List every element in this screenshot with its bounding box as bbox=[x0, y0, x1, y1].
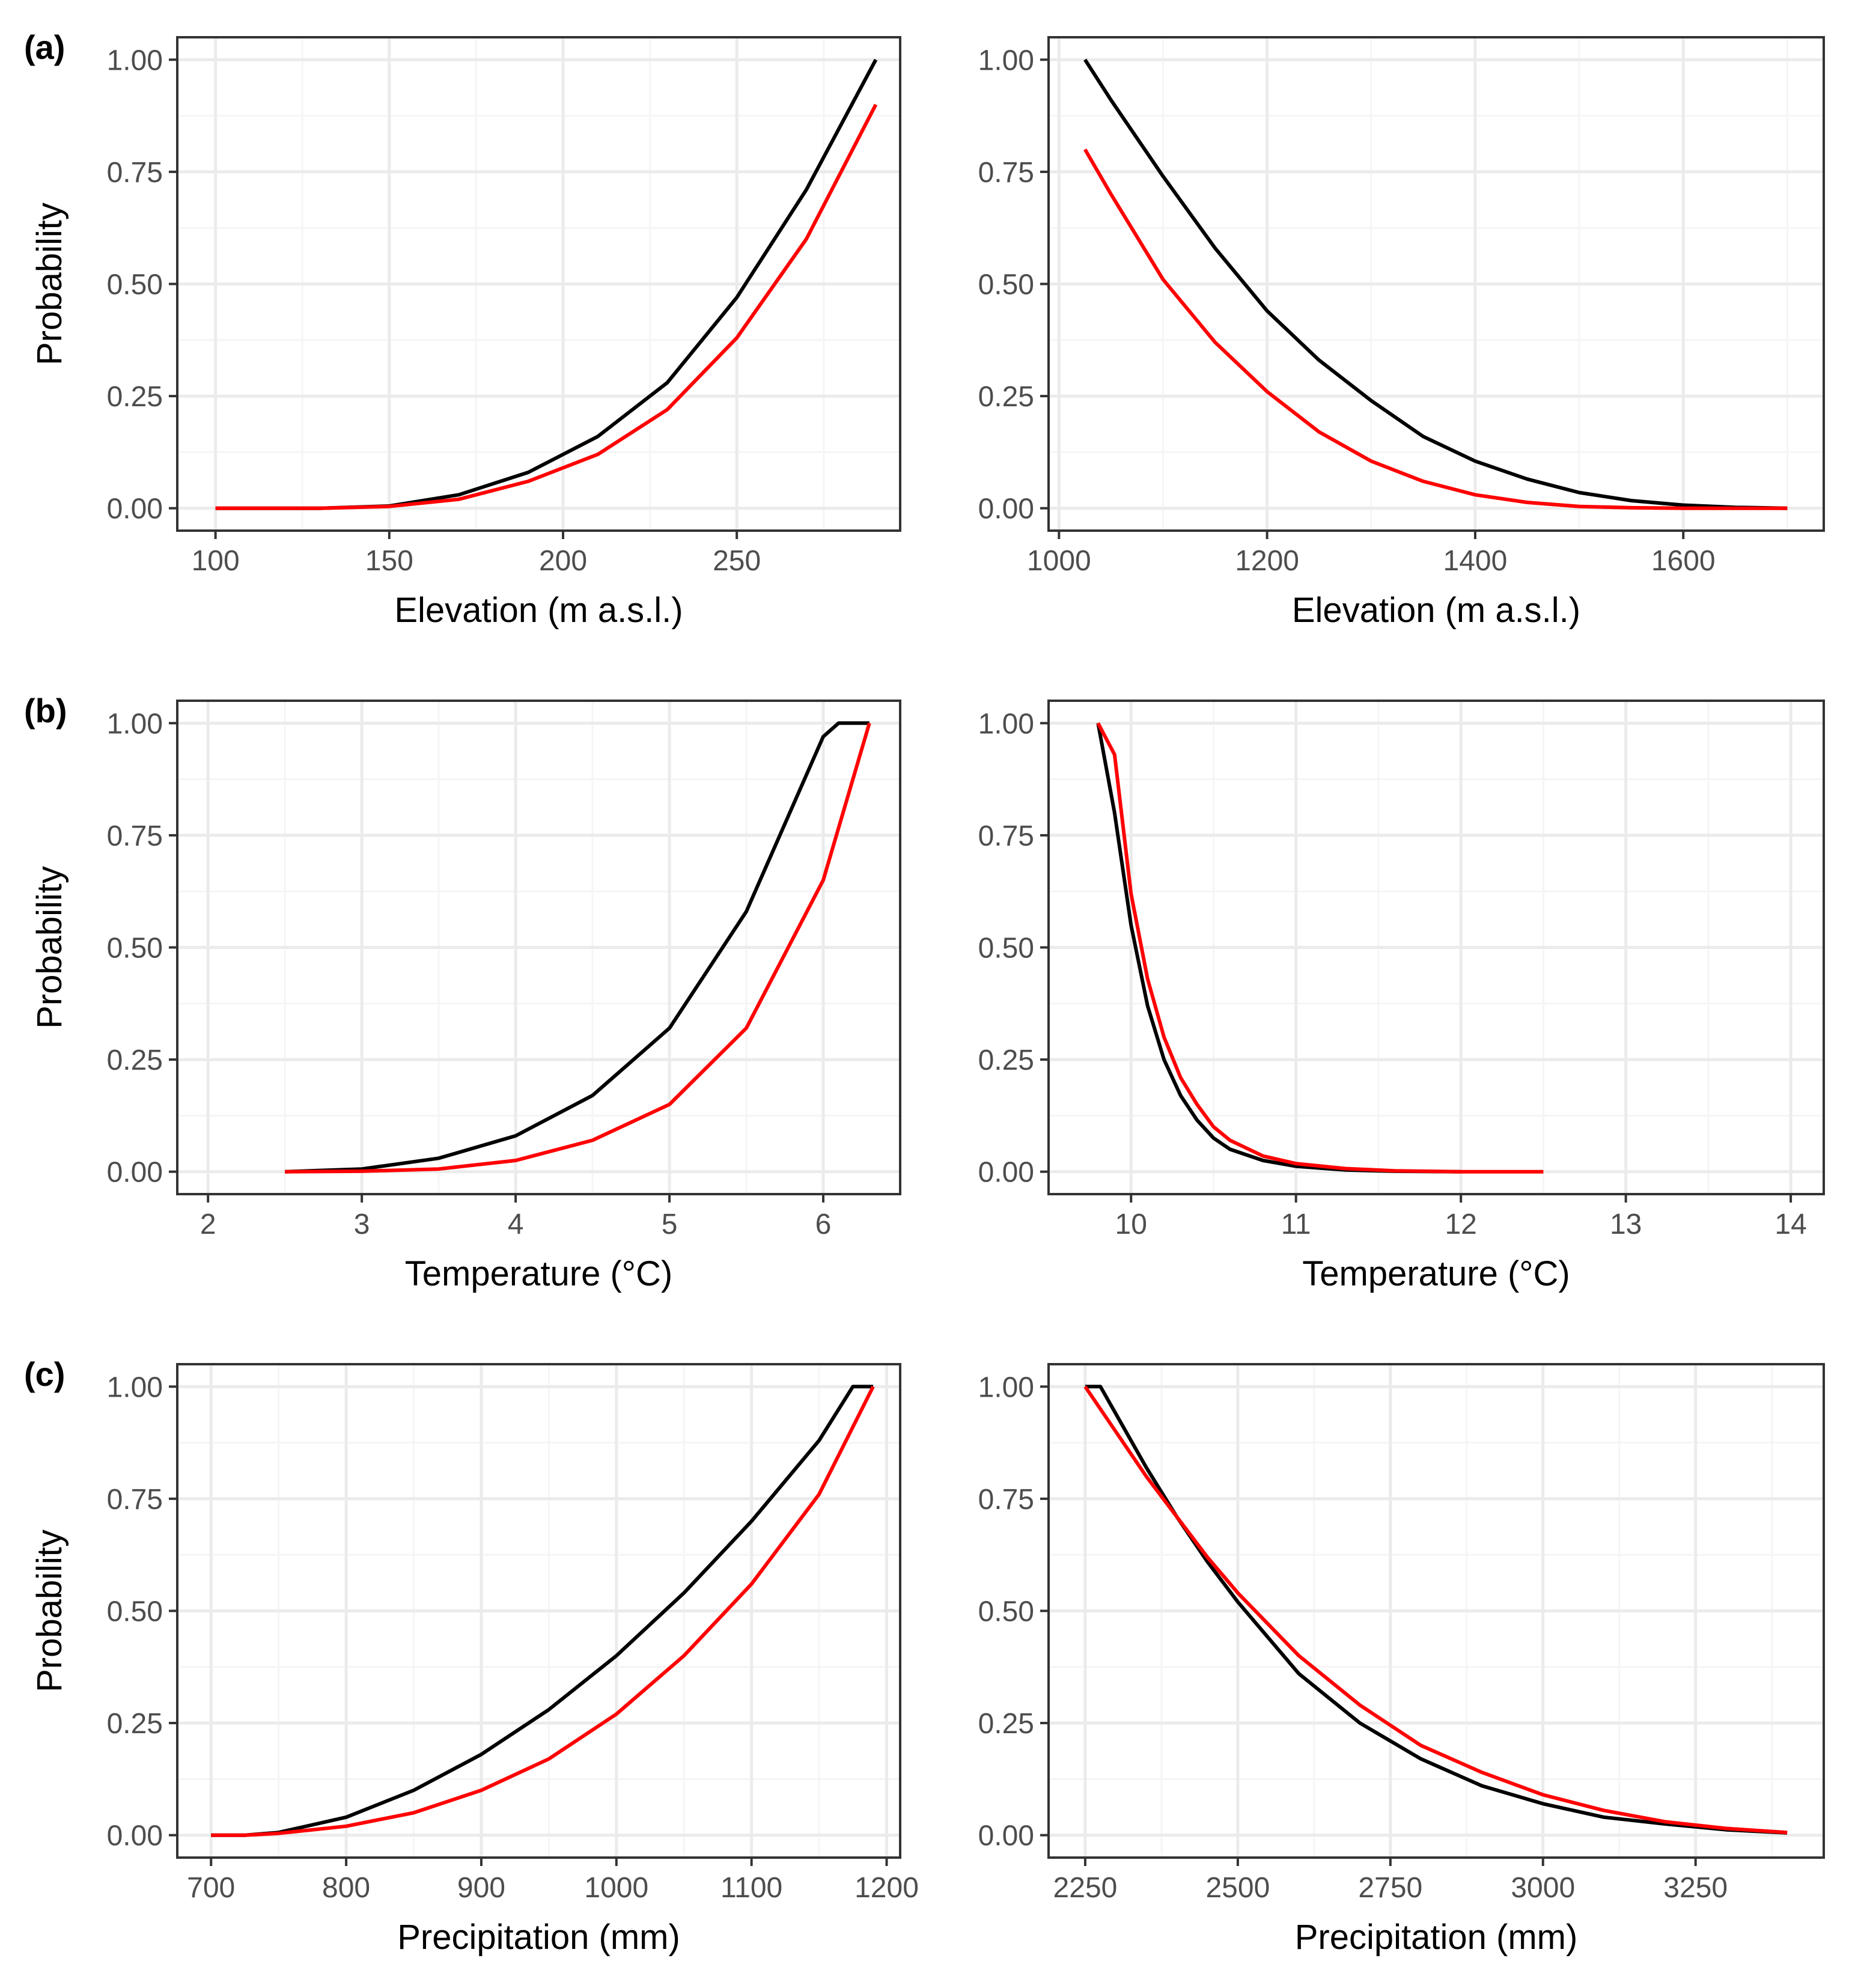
x-tick-label: 1100 bbox=[720, 1872, 782, 1904]
x-tick-label: 1400 bbox=[1443, 545, 1508, 577]
x-tick-label: 14 bbox=[1774, 1209, 1806, 1240]
x-axis-title: Temperature (°C) bbox=[405, 1254, 672, 1293]
y-axis-title: Probability bbox=[30, 1529, 69, 1692]
y-tick-label: 0.75 bbox=[978, 820, 1034, 852]
x-tick-label: 250 bbox=[713, 545, 761, 577]
series-line-red bbox=[1096, 722, 1544, 1174]
y-tick-label: 0.50 bbox=[107, 1596, 163, 1628]
y-tick-label: 0.75 bbox=[107, 820, 163, 852]
y-tick-label: 0.75 bbox=[978, 157, 1034, 189]
chart-panel-b-right: 10 11 12 13 14 0.00 0.25 0.50 0.75 1.00 Temperatur… bbox=[978, 700, 1825, 1293]
chart-panel-c-right: 2250 2500 2750 3000 3250 0.00 0.25 0.50 0.75 1.00… bbox=[978, 1363, 1825, 1957]
panel-label-b: (b) bbox=[24, 692, 67, 730]
chart-panel-c-left: 700 800 900 1000 1100 1200 0.00 0.25 0.50 0.75 1.0… bbox=[30, 1363, 919, 1957]
x-tick-label: 1200 bbox=[854, 1872, 919, 1904]
x-tick-label: 12 bbox=[1445, 1209, 1476, 1240]
panel-label-a: (a) bbox=[24, 28, 65, 66]
x-tick-label: 800 bbox=[322, 1872, 370, 1904]
y-tick-label: 0.75 bbox=[107, 1484, 163, 1516]
y-tick-label: 1.00 bbox=[978, 1371, 1034, 1403]
series-line-black bbox=[1085, 1385, 1788, 1835]
y-tick-label: 0.25 bbox=[107, 381, 163, 413]
y-axis-title: Probability bbox=[30, 866, 69, 1029]
x-tick-label: 200 bbox=[539, 545, 587, 577]
y-tick-label: 0.00 bbox=[107, 1157, 163, 1189]
x-axis-title: Temperature (°C) bbox=[1302, 1254, 1570, 1293]
y-tick-label: 0.50 bbox=[107, 933, 163, 965]
x-tick-label: 10 bbox=[1115, 1209, 1147, 1240]
x-tick-label: 1000 bbox=[1027, 545, 1091, 577]
x-tick-label: 3 bbox=[354, 1209, 370, 1240]
y-tick-label: 1.00 bbox=[107, 1371, 163, 1403]
y-axis-title: Probability bbox=[30, 203, 69, 365]
y-tick-label: 0.00 bbox=[978, 1820, 1034, 1852]
x-tick-label: 2750 bbox=[1358, 1872, 1422, 1904]
x-tick-label: 100 bbox=[192, 545, 240, 577]
y-tick-label: 0.25 bbox=[978, 381, 1034, 413]
y-tick-label: 1.00 bbox=[107, 708, 163, 740]
x-tick-label: 4 bbox=[508, 1209, 524, 1240]
y-tick-label: 0.50 bbox=[978, 269, 1034, 301]
y-tick-label: 0.00 bbox=[107, 493, 163, 525]
x-tick-label: 13 bbox=[1610, 1209, 1642, 1240]
series-line-red bbox=[211, 1385, 875, 1837]
y-tick-label: 0.00 bbox=[107, 1820, 163, 1852]
series-line-black bbox=[285, 721, 870, 1174]
y-tick-label: 0.25 bbox=[978, 1044, 1034, 1076]
x-tick-label: 3000 bbox=[1511, 1872, 1575, 1904]
x-axis-title: Elevation (m a.s.l.) bbox=[1292, 591, 1580, 630]
series-line-red bbox=[215, 103, 878, 510]
x-tick-label: 2 bbox=[200, 1209, 216, 1240]
y-tick-label: 0.75 bbox=[107, 157, 163, 189]
y-tick-label: 0.50 bbox=[978, 933, 1034, 965]
chart-panel-a-left: 100 150 200 250 0.00 0.25 0.50 0.75 1.00 Elevatio… bbox=[30, 36, 901, 630]
x-tick-label: 2250 bbox=[1053, 1872, 1118, 1904]
y-tick-label: 0.25 bbox=[107, 1044, 163, 1076]
x-axis-title: Precipitation (mm) bbox=[397, 1918, 680, 1957]
x-tick-label: 11 bbox=[1281, 1209, 1311, 1240]
chart-panel-b-left: 2 3 4 5 6 0.00 0.25 0.50 0.75 1.00 Temperature (°C… bbox=[30, 700, 901, 1293]
y-tick-label: 1.00 bbox=[107, 44, 163, 76]
x-tick-label: 900 bbox=[457, 1872, 505, 1904]
y-tick-label: 0.00 bbox=[978, 493, 1034, 525]
x-tick-label: 2500 bbox=[1205, 1872, 1270, 1904]
panel-label-c: (c) bbox=[24, 1355, 65, 1393]
y-tick-label: 0.50 bbox=[978, 1596, 1034, 1628]
series-line-black bbox=[1083, 58, 1788, 510]
x-tick-label: 700 bbox=[187, 1872, 235, 1904]
y-tick-label: 0.75 bbox=[978, 1484, 1034, 1516]
x-tick-label: 6 bbox=[815, 1209, 832, 1240]
series-line-red bbox=[285, 722, 871, 1174]
x-tick-label: 5 bbox=[662, 1209, 678, 1240]
series-line-red bbox=[1083, 148, 1788, 510]
y-tick-label: 1.00 bbox=[978, 708, 1034, 740]
x-axis-title: Elevation (m a.s.l.) bbox=[394, 591, 683, 630]
x-tick-label: 3250 bbox=[1663, 1872, 1728, 1904]
y-tick-label: 0.25 bbox=[107, 1708, 163, 1740]
chart-panels: 100 150 200 250 0.00 0.25 0.50 0.75 1.00 Elevatio… bbox=[30, 36, 1825, 1957]
x-tick-label: 1600 bbox=[1651, 545, 1716, 577]
x-tick-label: 1200 bbox=[1235, 545, 1299, 577]
chart-panel-a-right: 1000 1200 1400 1600 0.00 0.25 0.50 0.75 1.00 Elev… bbox=[978, 36, 1825, 630]
x-tick-label: 150 bbox=[365, 545, 413, 577]
y-tick-label: 0.50 bbox=[107, 269, 163, 301]
y-tick-label: 0.25 bbox=[978, 1708, 1034, 1740]
x-axis-title: Precipitation (mm) bbox=[1295, 1918, 1578, 1957]
y-tick-label: 1.00 bbox=[978, 44, 1034, 76]
series-line-red bbox=[1083, 1385, 1788, 1835]
y-tick-label: 0.00 bbox=[978, 1157, 1034, 1189]
x-tick-label: 1000 bbox=[584, 1872, 648, 1904]
